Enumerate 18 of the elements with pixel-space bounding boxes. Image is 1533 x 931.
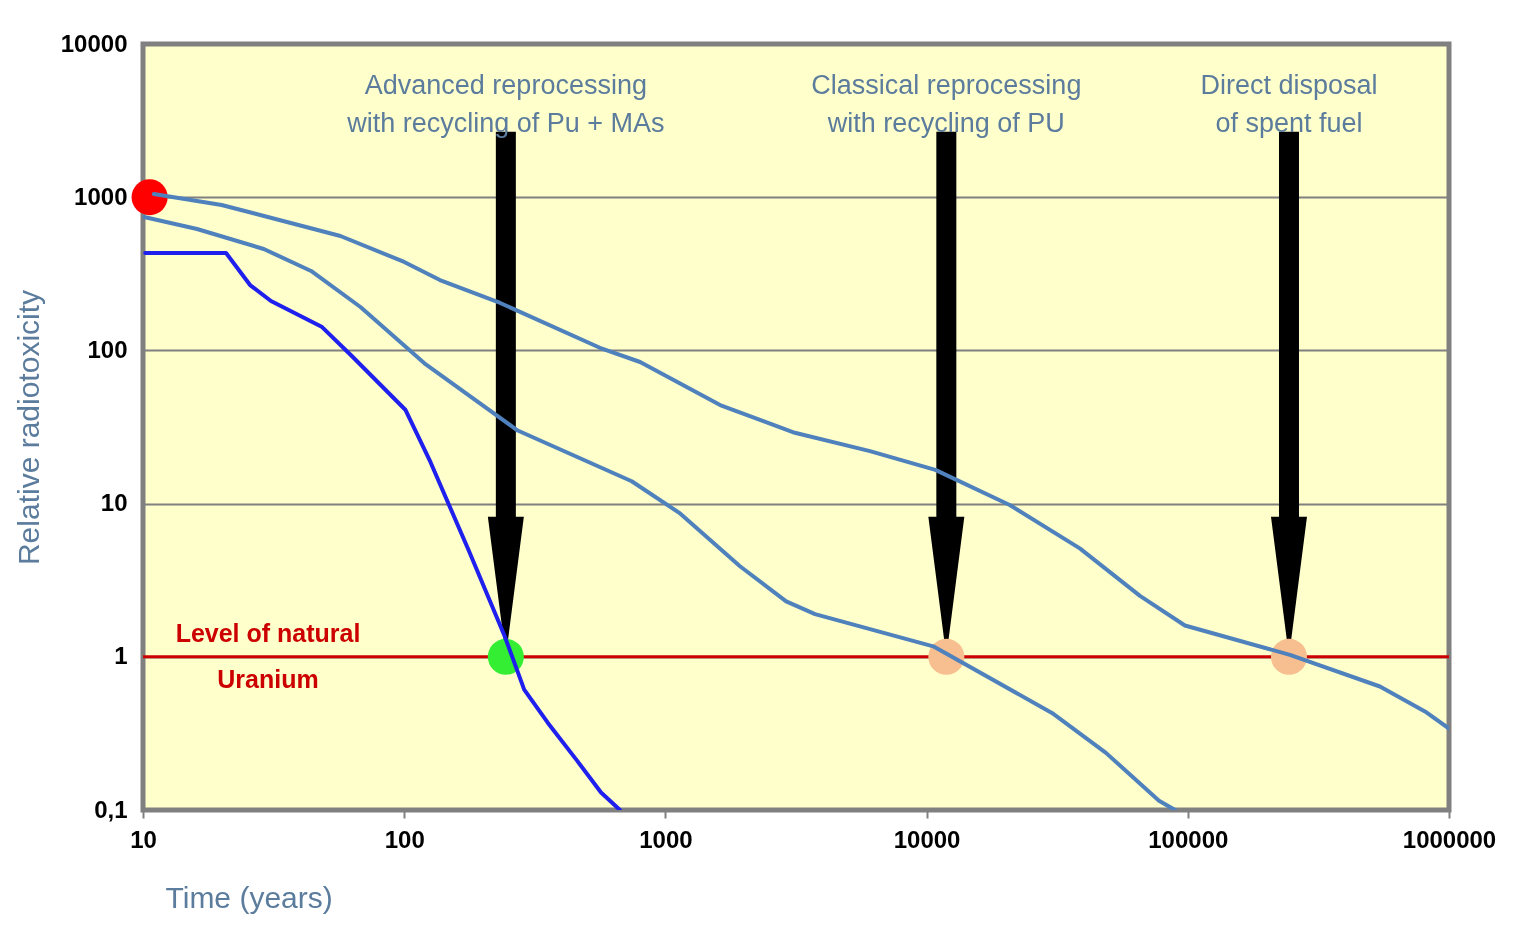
y-axis-title: Relative radiotoxicity (11, 289, 45, 566)
x-tick-label: 100000 (1148, 825, 1229, 853)
x-tick-label: 100 (384, 825, 425, 853)
y-tick-label: 100 (87, 335, 128, 363)
annotation: Direct disposal of spent fuel (1200, 70, 1378, 138)
y-tick-label: 1000 (74, 182, 128, 210)
x-tick-label: 1000 (639, 825, 693, 853)
annotation: Advanced reprocessing with recycling of Pu + MAs (346, 70, 665, 138)
x-tick-label: 1000000 (1402, 825, 1497, 853)
y-tick-label: 10000 (60, 29, 128, 57)
ref-line-label: Level of natural Uranium (175, 618, 361, 693)
x-tick-label: 10000 (893, 825, 961, 853)
x-tick-label: 10 (130, 825, 157, 853)
annotation: Classical reprocessing with recycling of PU (811, 70, 1082, 138)
y-tick-label: 0,1 (94, 795, 128, 823)
x-axis-title: Time (years) (165, 880, 333, 914)
y-tick-label: 10 (100, 489, 128, 517)
y-tick-label: 1 (114, 642, 128, 670)
